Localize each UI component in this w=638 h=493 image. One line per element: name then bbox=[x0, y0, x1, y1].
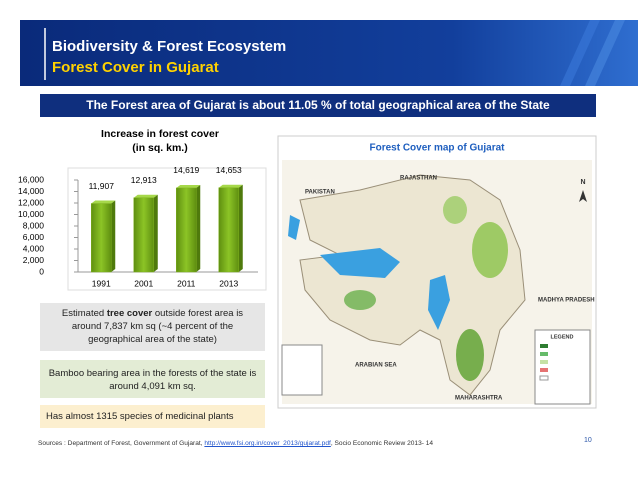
note-text: outside forest area is around 7,837 km s… bbox=[71, 308, 244, 345]
map-label: ARABIAN SEA bbox=[355, 363, 397, 369]
x-tick-label: 2011 bbox=[177, 278, 196, 288]
north-label: N bbox=[580, 179, 585, 186]
x-tick-label: 2013 bbox=[219, 278, 238, 288]
y-tick-label: 10,000 bbox=[18, 209, 44, 219]
note-bold: tree cover bbox=[106, 308, 153, 319]
forest-patch bbox=[456, 329, 484, 381]
note-text: Estimated bbox=[61, 308, 107, 319]
chart-title: (in sq. km.) bbox=[132, 142, 187, 154]
bar-top bbox=[91, 200, 116, 204]
bar bbox=[218, 187, 239, 273]
chart-title: Increase in forest cover bbox=[101, 128, 219, 140]
legend-title: LEGEND bbox=[551, 334, 574, 340]
source-text: , Socio Economic Review 2013- 14 bbox=[330, 440, 434, 447]
legend-swatch bbox=[540, 360, 548, 364]
source-link[interactable]: http://www.fsi.org.in/cover_2013/gujarat… bbox=[204, 440, 331, 447]
x-tick-label: 1991 bbox=[92, 278, 111, 288]
legend-swatch bbox=[540, 344, 548, 348]
y-tick-label: 6,000 bbox=[23, 232, 45, 242]
y-tick-label: 12,000 bbox=[18, 197, 44, 207]
forest-patch bbox=[472, 222, 508, 278]
note-text: Bamboo bearing area in the forests of th… bbox=[48, 368, 257, 392]
y-tick-label: 8,000 bbox=[23, 220, 45, 230]
water bbox=[288, 215, 300, 240]
page-number: 10 bbox=[584, 437, 592, 444]
note-box: Has almost 1315 species of medicinal pla… bbox=[40, 405, 265, 428]
value-label: 11,907 bbox=[89, 181, 115, 191]
banner: The Forest area of Gujarat is about 11.0… bbox=[86, 98, 550, 112]
header-subtitle: Forest Cover in Gujarat bbox=[52, 59, 219, 76]
legend-box bbox=[534, 329, 591, 405]
y-tick-label: 16,000 bbox=[18, 174, 44, 184]
forest-patch bbox=[344, 290, 376, 310]
map-title: Forest Cover map of Gujarat bbox=[369, 143, 505, 154]
note-box: Bamboo bearing area in the forests of th… bbox=[40, 360, 265, 398]
plot-frame bbox=[67, 167, 267, 291]
note-box: Estimated tree cover outside forest area… bbox=[40, 303, 265, 351]
y-tick-label: 14,000 bbox=[18, 186, 44, 196]
sources: Sources : Department of Forest, Governme… bbox=[38, 440, 433, 447]
bar bbox=[176, 187, 197, 273]
header-title: Biodiversity & Forest Ecosystem bbox=[52, 38, 286, 55]
bar bbox=[91, 203, 112, 273]
bar-side bbox=[153, 194, 158, 272]
x-tick-label: 2001 bbox=[134, 278, 153, 288]
header-band bbox=[20, 20, 638, 86]
map-label: MAHARASHTRA bbox=[455, 396, 503, 402]
y-tick-label: 2,000 bbox=[23, 255, 45, 265]
value-label: 14,653 bbox=[216, 165, 242, 175]
bar-top bbox=[218, 184, 243, 188]
value-label: 12,913 bbox=[131, 175, 157, 185]
inset-map bbox=[281, 344, 323, 396]
bar-side bbox=[111, 200, 116, 272]
stripe bbox=[585, 20, 625, 86]
bar-side bbox=[196, 184, 201, 272]
bar bbox=[133, 197, 154, 273]
bar-top bbox=[176, 184, 201, 188]
map-label: PAKISTAN bbox=[305, 190, 335, 196]
value-label: 14,619 bbox=[173, 165, 199, 175]
stripe bbox=[560, 20, 600, 86]
banner-bg bbox=[40, 94, 596, 117]
note-text: Has almost 1315 species of medicinal pla… bbox=[46, 411, 234, 422]
legend-swatch bbox=[539, 375, 549, 381]
map-label: RAJASTHAN bbox=[400, 176, 437, 182]
y-tick-label: 4,000 bbox=[23, 243, 45, 253]
source-text: Sources : Department of Forest, Governme… bbox=[38, 440, 205, 447]
legend-swatch bbox=[540, 368, 548, 372]
forest-patch bbox=[443, 196, 467, 224]
north-arrow bbox=[579, 190, 587, 202]
bar-top bbox=[133, 194, 158, 198]
water bbox=[320, 248, 400, 278]
water bbox=[428, 275, 450, 330]
legend-swatch bbox=[540, 352, 548, 356]
map-label: MADHYA PRADESH bbox=[538, 298, 595, 304]
bar-side bbox=[238, 184, 243, 272]
y-tick-label: 0 bbox=[39, 266, 44, 276]
